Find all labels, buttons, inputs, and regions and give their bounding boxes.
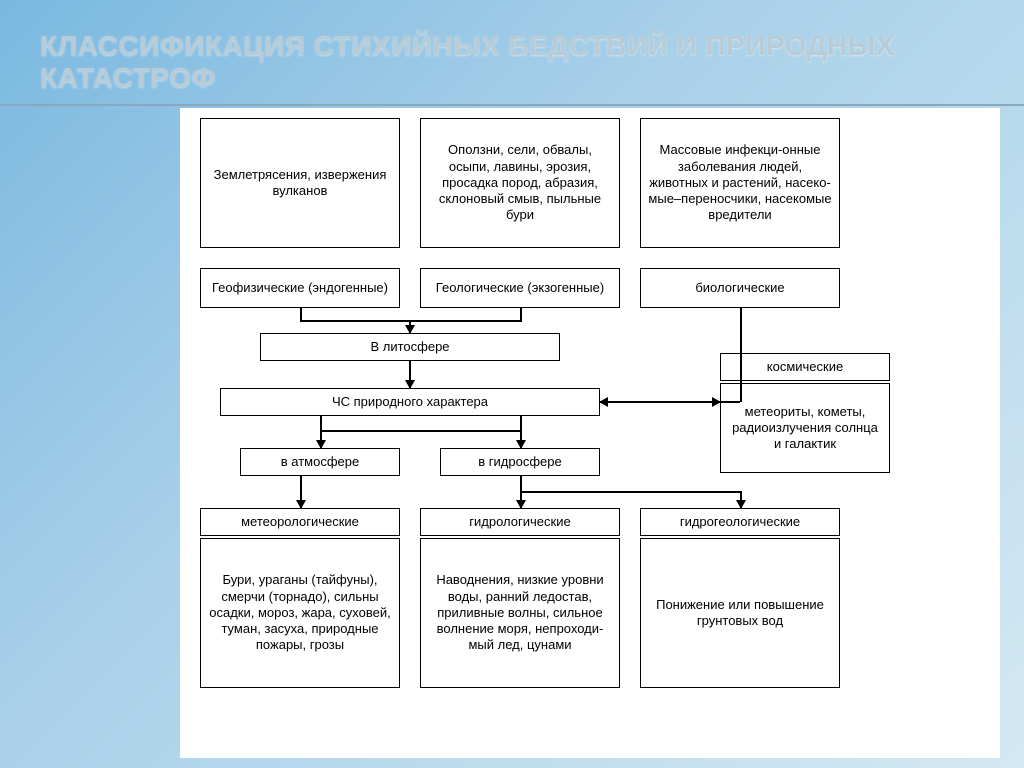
connector <box>300 476 302 508</box>
classification-diagram: Землетрясения, извержения вулканов Ополз… <box>180 108 1000 758</box>
connector <box>409 320 411 333</box>
box-hydrolog-examples: Наводнения, низкие уровни воды, ранний л… <box>420 538 620 688</box>
box-atmosphere: в атмосфере <box>240 448 400 476</box>
box-geophys-examples: Землетрясения, извержения вулканов <box>200 118 400 248</box>
connector <box>320 416 322 431</box>
box-bio: биологические <box>640 268 840 308</box>
box-meteo-examples: Бури, ураганы (тайфуны), смерчи (торнадо… <box>200 538 400 688</box>
title-underline <box>0 104 1024 106</box>
box-hydrogeo-examples: Понижение или повышение грунтовых вод <box>640 538 840 688</box>
connector <box>300 320 522 322</box>
connector <box>409 361 411 388</box>
box-hydrolog: гидрологические <box>420 508 620 536</box>
connector <box>520 416 522 431</box>
connector <box>600 401 720 403</box>
connector <box>520 476 522 491</box>
connector <box>520 491 742 493</box>
box-meteo: метеорологические <box>200 508 400 536</box>
connector <box>320 430 522 432</box>
connector <box>520 430 522 448</box>
connector <box>320 430 322 448</box>
box-bio-examples: Массовые инфекци-онные заболевания людей… <box>640 118 840 248</box>
box-lithosphere: В литосфере <box>260 333 560 361</box>
slide-title: КЛАССИФИКАЦИЯ СТИХИЙНЫХ БЕДСТВИЙ И ПРИРО… <box>40 30 895 94</box>
box-geolog: Геологические (экзогенные) <box>420 268 620 308</box>
connector <box>740 308 742 402</box>
title-line-1: КЛАССИФИКАЦИЯ СТИХИЙНЫХ БЕДСТВИЙ И ПРИРО… <box>40 30 895 61</box>
connector <box>740 491 742 508</box>
connector <box>520 491 522 508</box>
box-geolog-examples: Оползни, сели, обвалы, осыпи, лавины, эр… <box>420 118 620 248</box>
box-hydrosphere: в гидросфере <box>440 448 600 476</box>
box-cosmic: космические <box>720 353 890 381</box>
box-cosmic-examples: метеориты, кометы, радиоизлучения солнца… <box>720 383 890 473</box>
connector <box>520 308 522 320</box>
box-geophys: Геофизические (эндогенные) <box>200 268 400 308</box>
box-hydrogeo: гидрогеологические <box>640 508 840 536</box>
box-central: ЧС природного характера <box>220 388 600 416</box>
title-line-2: КАТАСТРОФ <box>40 62 216 93</box>
connector <box>300 308 302 320</box>
